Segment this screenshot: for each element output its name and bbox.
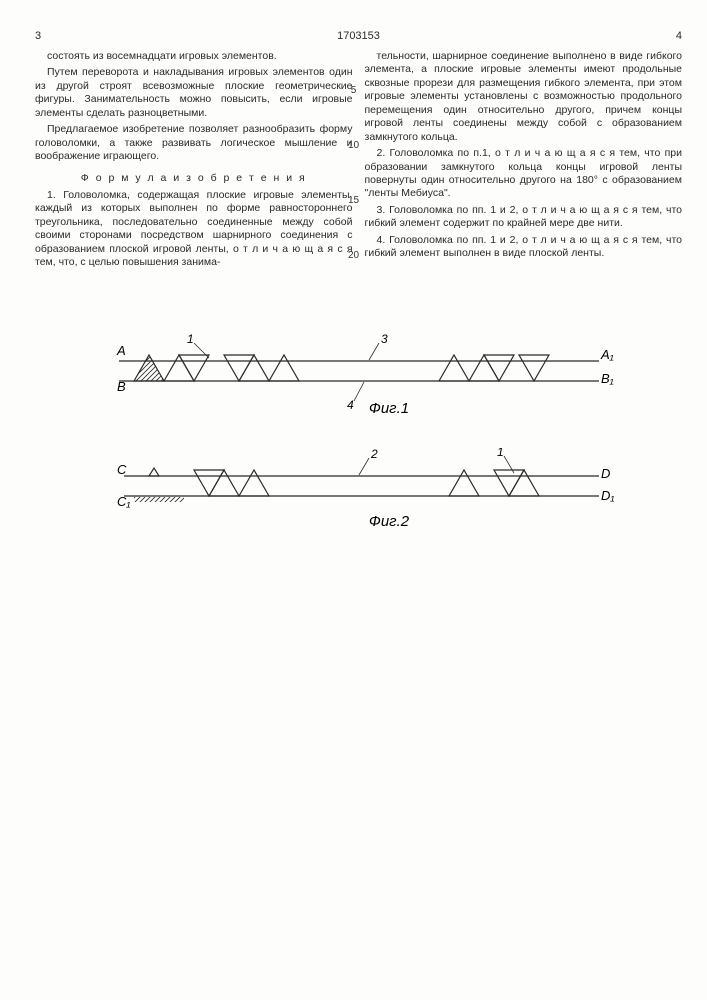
label-D: D [601, 466, 610, 481]
label-C1: C₁ [117, 494, 131, 509]
label-A1: A₁ [600, 347, 614, 362]
left-column: состоять из восемнадцати игровых элемент… [35, 50, 353, 273]
left-page-num: 3 [35, 30, 75, 42]
label-C: C [117, 462, 127, 477]
right-column: тельности, шарнирное соединение выполнен… [365, 50, 683, 273]
line-marker: 20 [348, 250, 359, 261]
para: тельности, шарнирное соединение выполнен… [365, 50, 683, 144]
label-D1: D₁ [601, 488, 615, 503]
label-3: 3 [381, 333, 388, 346]
label-A: A [116, 343, 126, 358]
figure-1: A B A₁ B₁ 1 3 4 Фиг.1 [99, 333, 619, 423]
fig2-label: Фиг.2 [368, 513, 409, 530]
page-header: 3 1703153 4 [35, 30, 682, 42]
line-marker: 10 [348, 140, 359, 151]
label-4: 4 [347, 398, 354, 412]
fig1-label: Фиг.1 [368, 400, 408, 417]
label-1b: 1 [497, 448, 504, 459]
label-B: B [117, 379, 126, 394]
para: Предлагаемое изобретение позволяет разно… [35, 123, 353, 163]
line-marker: 15 [348, 195, 359, 206]
para: 3. Головоломка по пп. 1 и 2, о т л и ч а… [365, 204, 683, 231]
label-B1: B₁ [601, 371, 614, 386]
text-columns: состоять из восемнадцати игровых элемент… [35, 50, 682, 273]
para: 1. Головоломка, содержащая плоские игров… [35, 189, 353, 270]
para: 4. Головоломка по пп. 1 и 2, о т л и ч а… [365, 234, 683, 261]
line-marker: 5 [351, 85, 357, 96]
figure-2: C C₁ D D₁ 2 1 Фиг.2 [99, 448, 619, 538]
formula-title: Ф о р м у л а и з о б р е т е н и я [35, 172, 353, 185]
figures-block: A B A₁ B₁ 1 3 4 Фиг.1 [35, 333, 682, 538]
para: 2. Головоломка по п.1, о т л и ч а ю щ а… [365, 147, 683, 201]
right-page-num: 4 [642, 30, 682, 42]
label-1: 1 [187, 333, 194, 346]
label-2: 2 [370, 448, 378, 461]
para: состоять из восемнадцати игровых элемент… [35, 50, 353, 63]
doc-number: 1703153 [75, 30, 642, 42]
para: Путем переворота и накладывания игровых … [35, 66, 353, 120]
